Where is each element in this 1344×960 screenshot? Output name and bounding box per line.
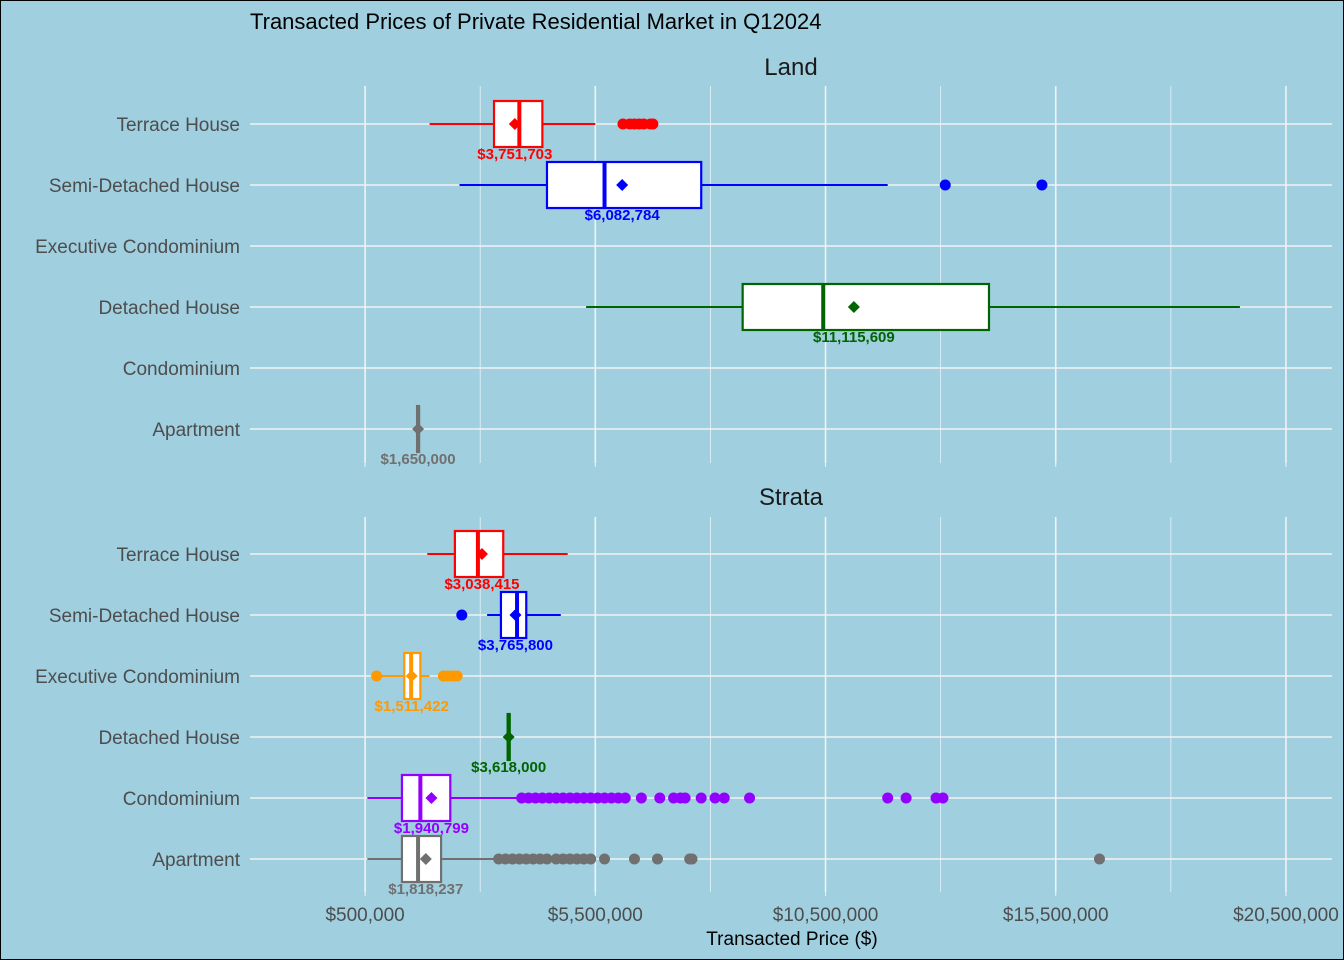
y-tick-label: Terrace House (116, 115, 240, 136)
box-land-semi-detached-house: $6,082,784 (459, 160, 1048, 224)
y-tick-label: Apartment (152, 850, 240, 871)
y-tick-label: Terrace House (116, 545, 240, 566)
box-strata-semi-detached-house: $3,765,800 (456, 590, 561, 654)
mean-marker (502, 731, 515, 743)
mean-marker (412, 423, 425, 435)
outlier-point (371, 670, 383, 682)
mean-marker (508, 118, 521, 130)
x-tick-label: $20,500,000 (1233, 905, 1339, 926)
x-tick-label: $15,500,000 (1003, 905, 1109, 926)
mean-label: $3,765,800 (478, 637, 553, 654)
mean-marker (847, 301, 860, 313)
outlier-point (744, 792, 756, 804)
y-tick-label: Condominium (123, 359, 240, 380)
facet-title-land: Land (764, 54, 817, 81)
outlier-point (1093, 853, 1105, 865)
mean-marker (419, 853, 432, 865)
y-tick-label: Executive Condominium (35, 667, 240, 688)
outlier-point (628, 853, 640, 865)
box-strata-condominium: $1,940,799 (367, 773, 949, 837)
mean-marker (616, 179, 629, 191)
x-axis: $500,000 $5,500,000 $10,500,000 $15,500,000… (325, 905, 1338, 926)
outlier-point (1036, 179, 1048, 191)
y-tick-label: Detached House (98, 728, 240, 749)
y-tick-label: Condominium (123, 789, 240, 810)
box-land-apartment: $1,650,000 (381, 404, 456, 468)
mean-marker (475, 548, 488, 560)
panel-land: Land Terrace House Semi-Detached House Exec… (35, 54, 1332, 468)
y-tick-label: Semi-Detached House (49, 176, 240, 197)
box-strata-apartment: $1,818,237 (367, 834, 1105, 898)
outlier-point (679, 792, 691, 804)
outlier-point (900, 792, 912, 804)
mean-marker (425, 792, 438, 804)
mean-label: $3,618,000 (471, 759, 546, 776)
x-axis-label: Transacted Price ($) (706, 929, 877, 950)
outlier-point (456, 609, 468, 621)
outlier-point (718, 792, 730, 804)
outlier-point (585, 853, 597, 865)
facet-panels: Land Terrace House Semi-Detached House Exec… (35, 54, 1332, 898)
facet-title-strata: Strata (759, 484, 824, 511)
y-tick-label: Semi-Detached House (49, 606, 240, 627)
y-tick-label: Detached House (98, 298, 240, 319)
outlier-point (635, 792, 647, 804)
mean-label: $1,818,237 (388, 881, 463, 898)
outlier-point (882, 792, 894, 804)
outlier-point (451, 670, 463, 682)
outlier-point (709, 792, 721, 804)
mean-marker (509, 609, 522, 621)
mean-label: $6,082,784 (585, 207, 661, 224)
y-tick-label: Apartment (152, 420, 240, 441)
outlier-point (599, 853, 611, 865)
box-strata-executive-condominium: $1,511,422 (371, 651, 463, 715)
outlier-point (654, 792, 666, 804)
outlier-point (651, 853, 663, 865)
outlier-point (541, 853, 553, 865)
box-land-detached-house: $11,115,609 (586, 282, 1240, 346)
box-strata-detached-house: $3,618,000 (471, 712, 546, 776)
outlier-point (686, 853, 698, 865)
y-tick-label: Executive Condominium (35, 237, 240, 258)
outlier-point (647, 118, 659, 130)
mean-label: $1,940,799 (394, 820, 469, 837)
mean-marker (405, 670, 418, 682)
mean-label: $3,751,703 (477, 146, 552, 163)
mean-label: $1,511,422 (375, 698, 449, 715)
chart-title: Transacted Prices of Private Residential… (250, 9, 821, 34)
panel-strata: Strata Terrace House Semi-Detached House Ex… (35, 484, 1332, 898)
box-strata-terrace-house: $3,038,415 (427, 529, 568, 593)
x-tick-label: $10,500,000 (773, 905, 879, 926)
outlier-point (937, 792, 949, 804)
x-tick-label: $5,500,000 (548, 905, 643, 926)
box-land-terrace-house: $3,751,703 (429, 99, 659, 163)
mean-label: $3,038,415 (444, 576, 519, 593)
outlier-point (695, 792, 707, 804)
mean-label: $1,650,000 (381, 451, 456, 468)
box-iqr (741, 282, 991, 332)
mean-label: $11,115,609 (813, 329, 895, 346)
outlier-point (619, 792, 631, 804)
outlier-point (939, 179, 951, 191)
x-tick-label: $500,000 (325, 905, 404, 926)
